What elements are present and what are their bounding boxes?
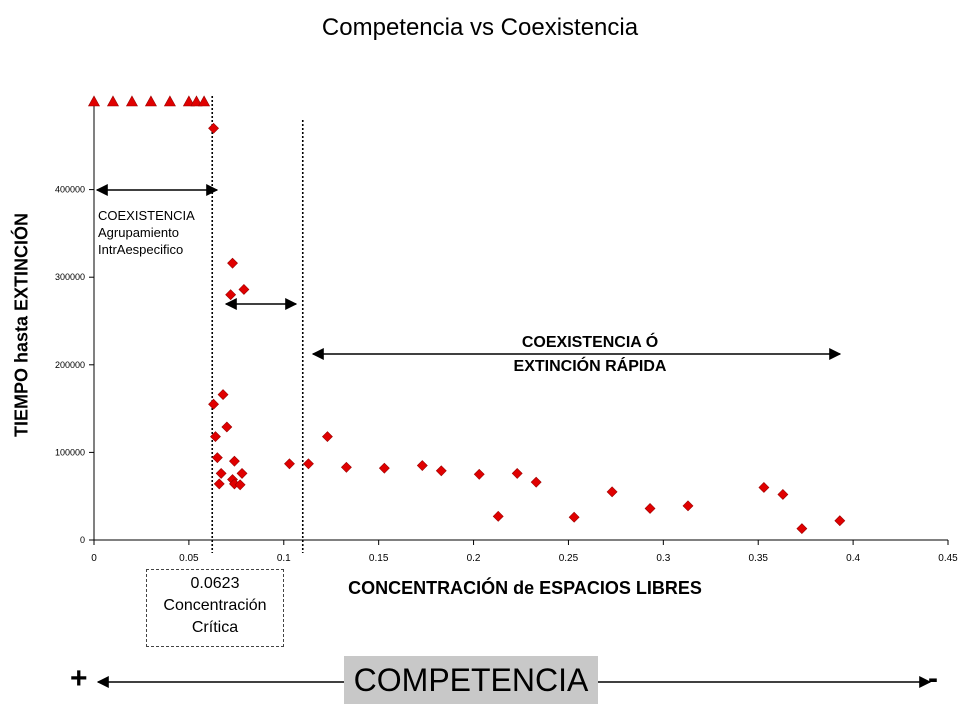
- critical-label: Concentración: [163, 597, 267, 614]
- diamond-point: [834, 515, 846, 527]
- diamond-point: [229, 455, 240, 467]
- diamond-point: [492, 510, 504, 522]
- triangle-point: [190, 95, 203, 107]
- x-tick-label: 0.15: [369, 553, 389, 564]
- y-axis-label: TIEMPO hasta EXTINCIÓN: [11, 212, 32, 438]
- diamond-point: [208, 122, 219, 134]
- x-tick-label: 0.25: [559, 553, 579, 564]
- triangle-point: [163, 95, 176, 107]
- diamond-point: [215, 467, 227, 479]
- diamond-point: [568, 511, 580, 523]
- diamond-point: [234, 479, 246, 491]
- diamond-point: [238, 284, 250, 295]
- critical-value: 0.0623: [190, 575, 240, 592]
- note-line: IntrAespecifico: [98, 242, 184, 257]
- axes: [93, 102, 948, 541]
- critical-concentration-box: 0.0623 Concentración Crítica: [146, 569, 284, 647]
- triangle-point: [198, 95, 211, 107]
- note-line: EXTINCIÓN RÁPIDA: [509, 358, 671, 375]
- diamond-point: [284, 458, 295, 470]
- diamond-point: [211, 452, 223, 464]
- diamond-point: [416, 460, 428, 471]
- triangle-point: [106, 95, 119, 107]
- diamond-point: [221, 421, 233, 433]
- critical-lines: [211, 96, 304, 553]
- diamond-point: [682, 500, 694, 512]
- coexistencia-note: COEXISTENCIA Agrupamiento IntrAespecific…: [98, 207, 195, 258]
- x-tick-label: 0.2: [467, 553, 481, 564]
- diamond-point: [303, 458, 314, 470]
- chart-title: Competencia vs Coexistencia: [321, 14, 639, 41]
- competencia-label: COMPETENCIA: [344, 656, 598, 704]
- diamond-point: [758, 482, 770, 493]
- axis-ticks: 0 0.05 0.1 0.15 0.2 0.25 0.3 0.35 0.4 0.45 0 100000…: [55, 185, 958, 564]
- diamond-point: [606, 486, 618, 498]
- note-line: Agrupamiento: [98, 225, 179, 240]
- diamond-point: [796, 523, 808, 535]
- x-tick-label: 0.35: [748, 553, 768, 564]
- diamond-point: [236, 467, 248, 479]
- diamond-point: [511, 467, 523, 479]
- x-tick-label: 0: [91, 553, 97, 564]
- y-tick-label: 200000: [55, 360, 85, 370]
- critical-label: Crítica: [191, 619, 239, 636]
- plus-sign: +: [70, 662, 88, 695]
- x-tick-label: 0.05: [179, 553, 199, 564]
- triangle-point: [87, 95, 101, 107]
- diamond-point: [225, 289, 237, 301]
- diamond-point: [213, 478, 225, 490]
- y-tick-label: 100000: [55, 447, 85, 457]
- diamond-point: [644, 503, 656, 514]
- diamond-point: [340, 461, 352, 473]
- x-axis-label: CONCENTRACIÓN de ESPACIOS LIBRES: [348, 578, 702, 598]
- diamond-point: [227, 257, 238, 269]
- y-tick-label: 400000: [55, 185, 85, 195]
- diamond-point: [210, 431, 221, 443]
- x-tick-label: 0.45: [938, 553, 958, 564]
- note-line: COEXISTENCIA Ó: [517, 334, 663, 351]
- diamond-point: [217, 389, 229, 401]
- diamond-point: [378, 462, 390, 474]
- triangle-point: [125, 95, 138, 107]
- note-line: COEXISTENCIA: [98, 208, 195, 223]
- minus-sign: -: [928, 662, 938, 695]
- y-tick-label: 0: [80, 535, 85, 545]
- data-points: [87, 95, 846, 535]
- triangle-point: [182, 95, 195, 107]
- diamond-point: [322, 431, 333, 443]
- diamond-point: [777, 489, 789, 500]
- triangle-point: [144, 95, 157, 107]
- diamond-point: [208, 398, 219, 410]
- x-tick-label: 0.3: [656, 553, 670, 564]
- extincion-note: COEXISTENCIA Ó EXTINCIÓN RÁPIDA: [470, 331, 710, 379]
- diamond-point: [473, 468, 485, 480]
- x-tick-label: 0.4: [846, 553, 860, 564]
- diamond-point: [530, 476, 542, 488]
- y-tick-label: 300000: [55, 272, 85, 282]
- diamond-point: [435, 465, 447, 477]
- x-tick-label: 0.1: [277, 553, 291, 564]
